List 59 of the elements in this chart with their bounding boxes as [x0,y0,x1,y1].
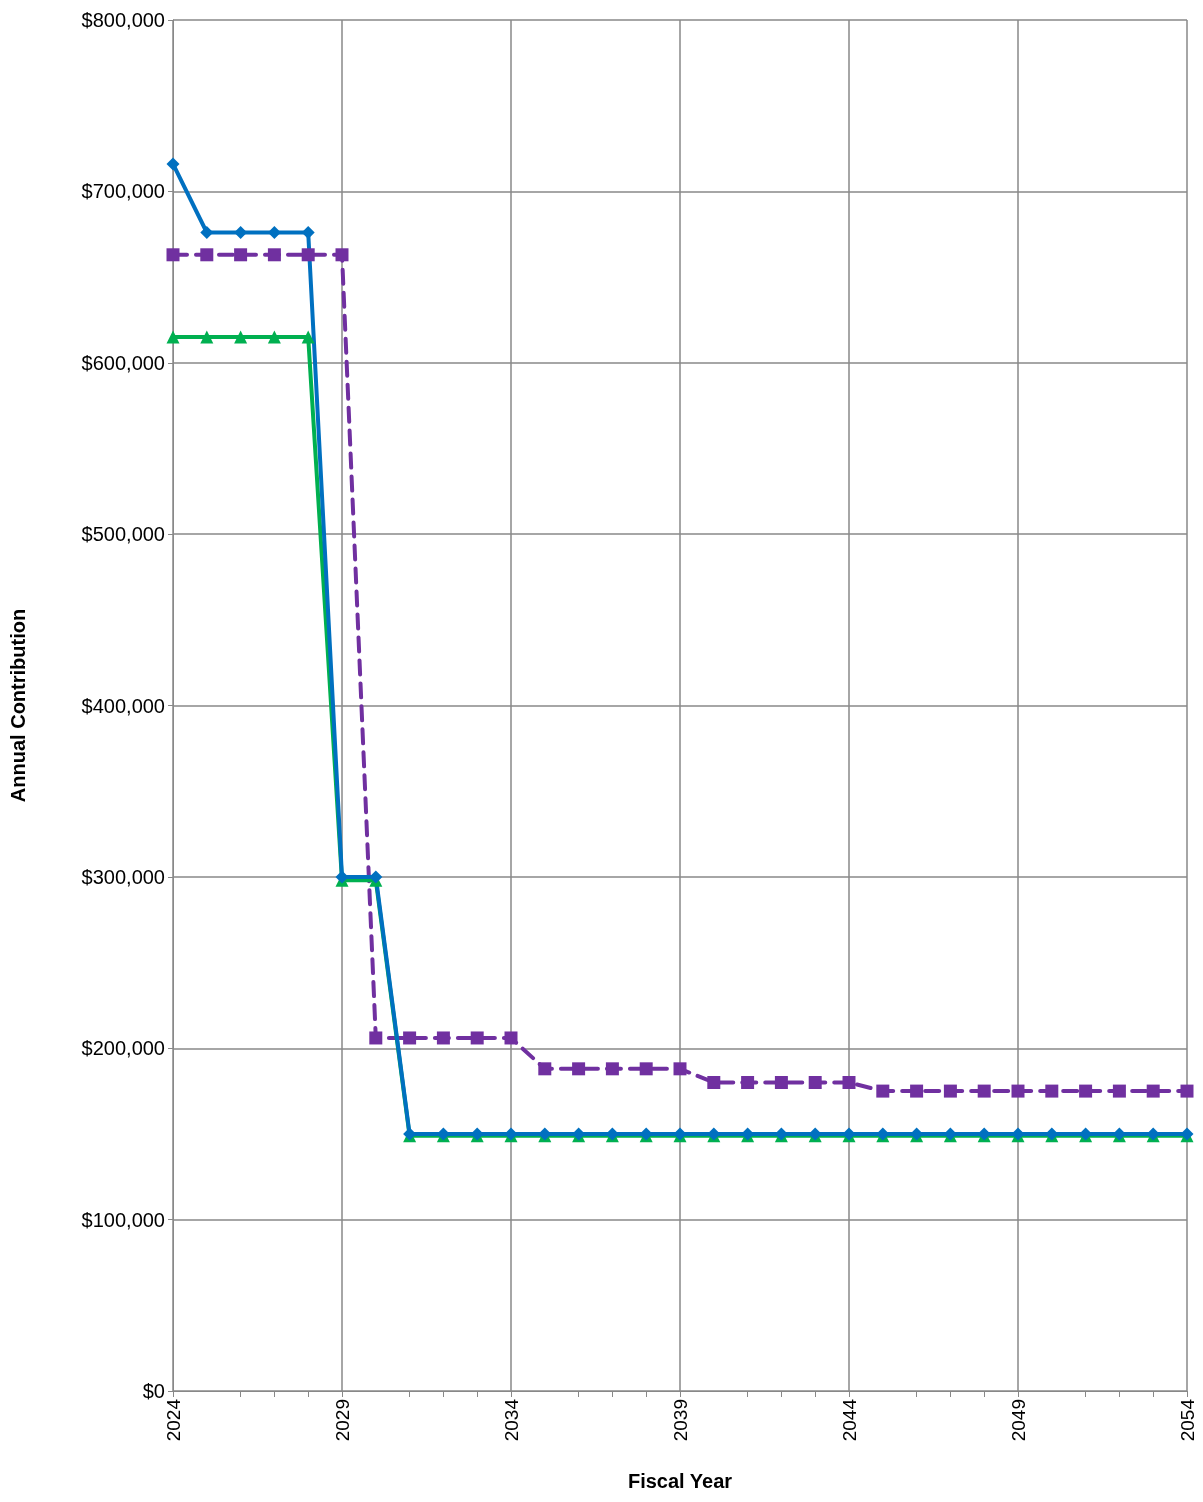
point [267,330,281,344]
y-tick-label: $400,000 [81,694,165,717]
point [1146,1084,1160,1098]
x-tick-label: 2029 [331,1399,353,1442]
x-tick-label: 2049 [1007,1399,1029,1442]
point [876,1084,890,1098]
y-tick-label: $500,000 [81,523,165,546]
point [301,226,315,240]
point [335,248,349,262]
point [605,1062,619,1076]
point [200,226,214,240]
y-tick-label: $0 [142,1380,165,1402]
point [436,1031,450,1045]
x-tick-label: 2044 [838,1398,860,1442]
point [301,330,315,344]
point [166,248,180,262]
point [572,1062,586,1076]
point [741,1076,755,1090]
y-tick-label: $800,000 [81,9,165,31]
x-axis-title: Fiscal Year [627,1470,733,1492]
y-tick-label: $100,000 [81,1208,165,1231]
y-tick-label: $600,000 [81,351,165,374]
x-tick-label: 2034 [500,1398,522,1442]
point [1112,1084,1126,1098]
x-tick-label: 2054 [1176,1398,1198,1442]
y-tick-label: $700,000 [81,180,165,203]
x-tick-label: 2039 [669,1399,691,1442]
point [538,1062,552,1076]
point [267,226,281,240]
y-tick-label: $300,000 [81,865,165,888]
point [301,248,315,262]
point [707,1076,721,1090]
point [808,1076,822,1090]
point [842,1076,856,1090]
point [234,330,248,344]
point [1045,1084,1059,1098]
x-tick-label: 2024 [162,1398,184,1442]
point [673,1062,687,1076]
point [234,248,248,262]
point [200,248,214,262]
point [166,157,180,171]
point [943,1084,957,1098]
y-axis-title: Annual Contribution [7,608,29,803]
point [369,1031,383,1045]
point [200,330,214,344]
point [470,1031,484,1045]
point [166,330,180,344]
point [639,1062,653,1076]
point [267,248,281,262]
point [504,1031,518,1045]
point [234,226,248,240]
point [977,1084,991,1098]
point [774,1076,788,1090]
point [1180,1084,1194,1098]
point [910,1084,924,1098]
y-tick-label: $200,000 [81,1037,165,1060]
point [403,1031,417,1045]
point [1011,1084,1025,1098]
point [1079,1084,1093,1098]
